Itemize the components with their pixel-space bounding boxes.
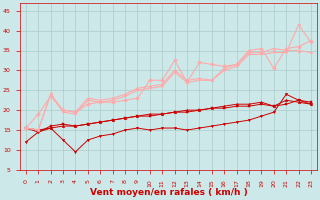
X-axis label: Vent moyen/en rafales ( km/h ): Vent moyen/en rafales ( km/h ) <box>90 188 247 197</box>
